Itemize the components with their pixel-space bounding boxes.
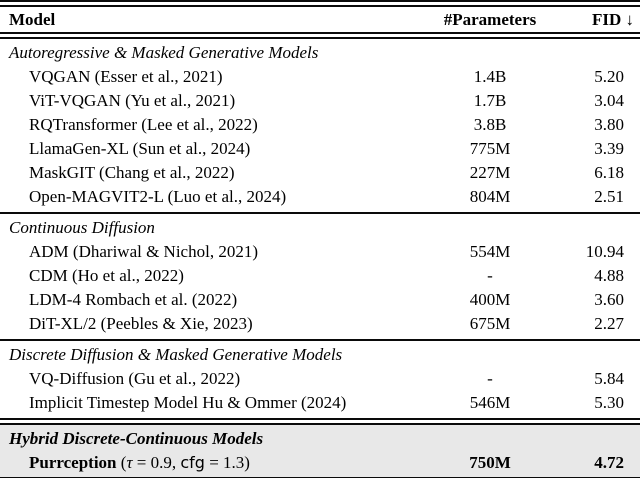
table-header-row: Model #Parameters FID ↓ <box>0 7 640 32</box>
model-fid: 3.04 <box>594 91 624 110</box>
model-name: VQGAN (Esser et al., 2021) <box>29 67 223 86</box>
tau-value: = 0.9, <box>132 453 181 472</box>
section-header-row: Autoregressive & Masked Generative Model… <box>0 41 640 65</box>
table-row: LDM-4 Rombach et al. (2022) 400M 3.60 <box>0 288 640 312</box>
section-continuous-diffusion: Continuous Diffusion ADM (Dhariwal & Nic… <box>0 214 640 339</box>
column-header-model: Model <box>9 10 56 29</box>
cfg-label: cfg <box>180 453 205 472</box>
model-params: 546M <box>469 393 511 412</box>
table-row: CDM (Ho et al., 2022) - 4.88 <box>0 264 640 288</box>
model-fid: 5.84 <box>594 369 624 388</box>
section-hybrid-highlighted: Hybrid Discrete-Continuous Models Purrce… <box>0 425 640 477</box>
table-row: VQGAN (Esser et al., 2021) 1.4B 5.20 <box>0 65 640 89</box>
table-row: RQTransformer (Lee et al., 2022) 3.8B 3.… <box>0 113 640 137</box>
table-row: LlamaGen-XL (Sun et al., 2024) 775M 3.39 <box>0 137 640 161</box>
cfg-value: = 1.3) <box>204 453 250 472</box>
model-fid: 5.30 <box>594 393 624 412</box>
header-rule <box>0 32 640 39</box>
table-row-purrception: Purrception (τ = 0.9, cfg = 1.3) 750M 4.… <box>0 451 640 475</box>
pre-highlight-rule <box>0 418 640 425</box>
model-params: 227M <box>469 163 511 182</box>
model-fid: 10.94 <box>585 242 624 261</box>
model-fid: 5.20 <box>594 67 624 86</box>
model-fid: 2.27 <box>594 314 624 333</box>
paren-open: ( <box>116 453 127 472</box>
model-name: Implicit Timestep Model Hu & Ommer (2024… <box>29 393 347 412</box>
model-name: MaskGIT (Chang et al., 2022) <box>29 163 235 182</box>
model-params: 675M <box>469 314 511 333</box>
column-header-parameters: #Parameters <box>443 10 537 29</box>
table-row: VQ-Diffusion (Gu et al., 2022) - 5.84 <box>0 367 640 391</box>
model-name: VQ-Diffusion (Gu et al., 2022) <box>29 369 241 388</box>
section-label: Discrete Diffusion & Masked Generative M… <box>9 345 343 364</box>
tau-symbol: τ <box>126 453 133 472</box>
section-header-row: Discrete Diffusion & Masked Generative M… <box>0 343 640 367</box>
top-rule <box>0 0 640 7</box>
section-header-row: Continuous Diffusion <box>0 216 640 240</box>
model-name: LDM-4 Rombach et al. (2022) <box>29 290 238 309</box>
model-params: 804M <box>469 187 511 206</box>
model-params: 1.7B <box>473 91 507 110</box>
table-row: ViT-VQGAN (Yu et al., 2021) 1.7B 3.04 <box>0 89 640 113</box>
model-fid: 3.60 <box>594 290 624 309</box>
section-divider-rule <box>0 339 640 341</box>
model-name: Open-MAGVIT2-L (Luo et al., 2024) <box>29 187 287 206</box>
model-params: - <box>487 369 493 388</box>
model-params: 1.4B <box>473 67 507 86</box>
table-row: Implicit Timestep Model Hu & Ommer (2024… <box>0 391 640 415</box>
model-fid: 3.80 <box>594 115 624 134</box>
section-discrete-diffusion: Discrete Diffusion & Masked Generative M… <box>0 341 640 418</box>
model-fid: 2.51 <box>594 187 624 206</box>
model-name-bold: Purrception <box>29 453 117 472</box>
model-fid: 6.18 <box>594 163 624 182</box>
model-name: LlamaGen-XL (Sun et al., 2024) <box>29 139 251 158</box>
section-label: Autoregressive & Masked Generative Model… <box>9 43 319 62</box>
section-label: Hybrid Discrete-Continuous Models <box>9 429 264 448</box>
model-name: ADM (Dhariwal & Nichol, 2021) <box>29 242 258 261</box>
model-fid: 4.72 <box>594 453 624 472</box>
table-row: ADM (Dhariwal & Nichol, 2021) 554M 10.94 <box>0 240 640 264</box>
model-params: 750M <box>469 453 511 472</box>
model-name: CDM (Ho et al., 2022) <box>29 266 184 285</box>
model-params: 400M <box>469 290 511 309</box>
section-label: Continuous Diffusion <box>9 218 155 237</box>
section-autoregressive: Autoregressive & Masked Generative Model… <box>0 39 640 212</box>
model-name: RQTransformer (Lee et al., 2022) <box>29 115 258 134</box>
model-name: Purrception (τ = 0.9, cfg = 1.3) <box>0 451 420 475</box>
section-divider-rule <box>0 212 640 214</box>
column-header-fid: FID ↓ <box>591 10 634 29</box>
section-header-row: Hybrid Discrete-Continuous Models <box>0 427 640 451</box>
table-row: DiT-XL/2 (Peebles & Xie, 2023) 675M 2.27 <box>0 312 640 336</box>
model-params: 3.8B <box>473 115 507 134</box>
model-params: - <box>487 266 493 285</box>
model-fid: 3.39 <box>594 139 624 158</box>
model-params: 775M <box>469 139 511 158</box>
table-row: MaskGIT (Chang et al., 2022) 227M 6.18 <box>0 161 640 185</box>
model-params: 554M <box>469 242 511 261</box>
table-row: Open-MAGVIT2-L (Luo et al., 2024) 804M 2… <box>0 185 640 209</box>
model-name: DiT-XL/2 (Peebles & Xie, 2023) <box>29 314 253 333</box>
model-name: ViT-VQGAN (Yu et al., 2021) <box>29 91 236 110</box>
model-fid: 4.88 <box>594 266 624 285</box>
